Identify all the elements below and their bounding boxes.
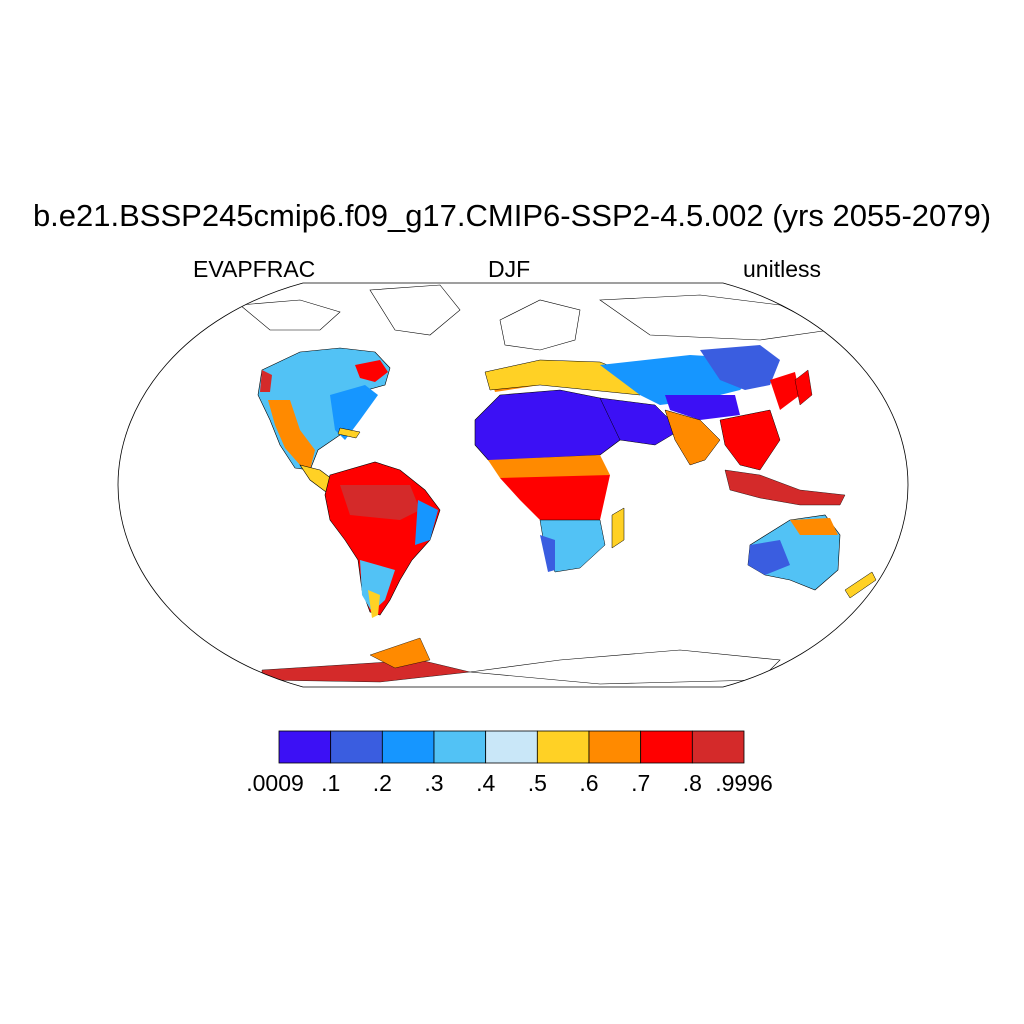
south-america-south bbox=[360, 560, 395, 612]
southeast-asia bbox=[719, 409, 781, 471]
colorbar-swatch-8 bbox=[691, 730, 745, 764]
antarctic-peninsula bbox=[369, 637, 431, 669]
siberia-outline bbox=[599, 294, 831, 341]
arabia bbox=[599, 397, 681, 446]
colorbar-swatch-6 bbox=[588, 730, 642, 764]
new-zealand bbox=[844, 571, 877, 599]
colorbar-swatch-7 bbox=[640, 730, 693, 764]
tibet bbox=[665, 395, 740, 420]
colorbar-swatch-3 bbox=[433, 730, 487, 764]
colorbar-swatch-2 bbox=[381, 730, 435, 764]
amazon-core bbox=[340, 485, 420, 520]
madagascar bbox=[611, 507, 625, 549]
colorbar-label-0: .0009 bbox=[246, 770, 304, 796]
variable-name: EVAPFRAC bbox=[193, 256, 316, 282]
plot-title: b.e21.BSSP245cmip6.f09_g17.CMIP6-SSP2-4.… bbox=[32, 198, 992, 233]
arctic-islands-outline bbox=[239, 299, 341, 331]
colorbar-label-7: .7 bbox=[631, 770, 651, 796]
east-asia-coast bbox=[770, 372, 800, 410]
australia-west bbox=[748, 540, 790, 575]
indonesia bbox=[724, 469, 846, 506]
colorbar-swatch-1 bbox=[330, 730, 383, 764]
antarctica-coast bbox=[261, 659, 471, 683]
colorbar-label-4: .4 bbox=[476, 770, 496, 796]
europe-outline bbox=[499, 299, 581, 351]
caribbean bbox=[337, 427, 361, 439]
antarctica-outline bbox=[469, 649, 781, 685]
australia-north bbox=[790, 518, 838, 535]
colorbar-label-8: .8 bbox=[682, 770, 702, 796]
north-america-west-coast bbox=[260, 370, 272, 392]
colorbar-label-1: .1 bbox=[321, 770, 341, 796]
southern-africa-west bbox=[540, 535, 555, 572]
colorbar-swatch-5 bbox=[536, 730, 590, 764]
japan bbox=[794, 369, 813, 406]
colorbar-swatch-4 bbox=[485, 730, 538, 764]
colorbar bbox=[278, 730, 745, 764]
map-boundary bbox=[117, 282, 909, 688]
south-america-tip bbox=[368, 590, 380, 618]
north-america-south bbox=[268, 400, 315, 470]
colorbar-label-2: .2 bbox=[372, 770, 392, 796]
units-label: unitless bbox=[743, 256, 821, 282]
northeast-asia bbox=[700, 345, 780, 390]
colorbar-label-6: .6 bbox=[579, 770, 599, 796]
north-america-coast bbox=[355, 360, 388, 382]
colorbar-swatch-0 bbox=[278, 730, 332, 764]
colorbar-label-9: .9996 bbox=[715, 770, 773, 796]
south-asia bbox=[664, 409, 721, 466]
colorbar-label-5: .5 bbox=[527, 770, 547, 796]
season-label: DJF bbox=[488, 256, 531, 282]
north-america-east bbox=[330, 385, 378, 440]
colorbar-label-3: .3 bbox=[424, 770, 444, 796]
greenland-outline bbox=[369, 284, 461, 336]
south-america-east bbox=[415, 500, 438, 545]
sahel bbox=[488, 455, 610, 480]
